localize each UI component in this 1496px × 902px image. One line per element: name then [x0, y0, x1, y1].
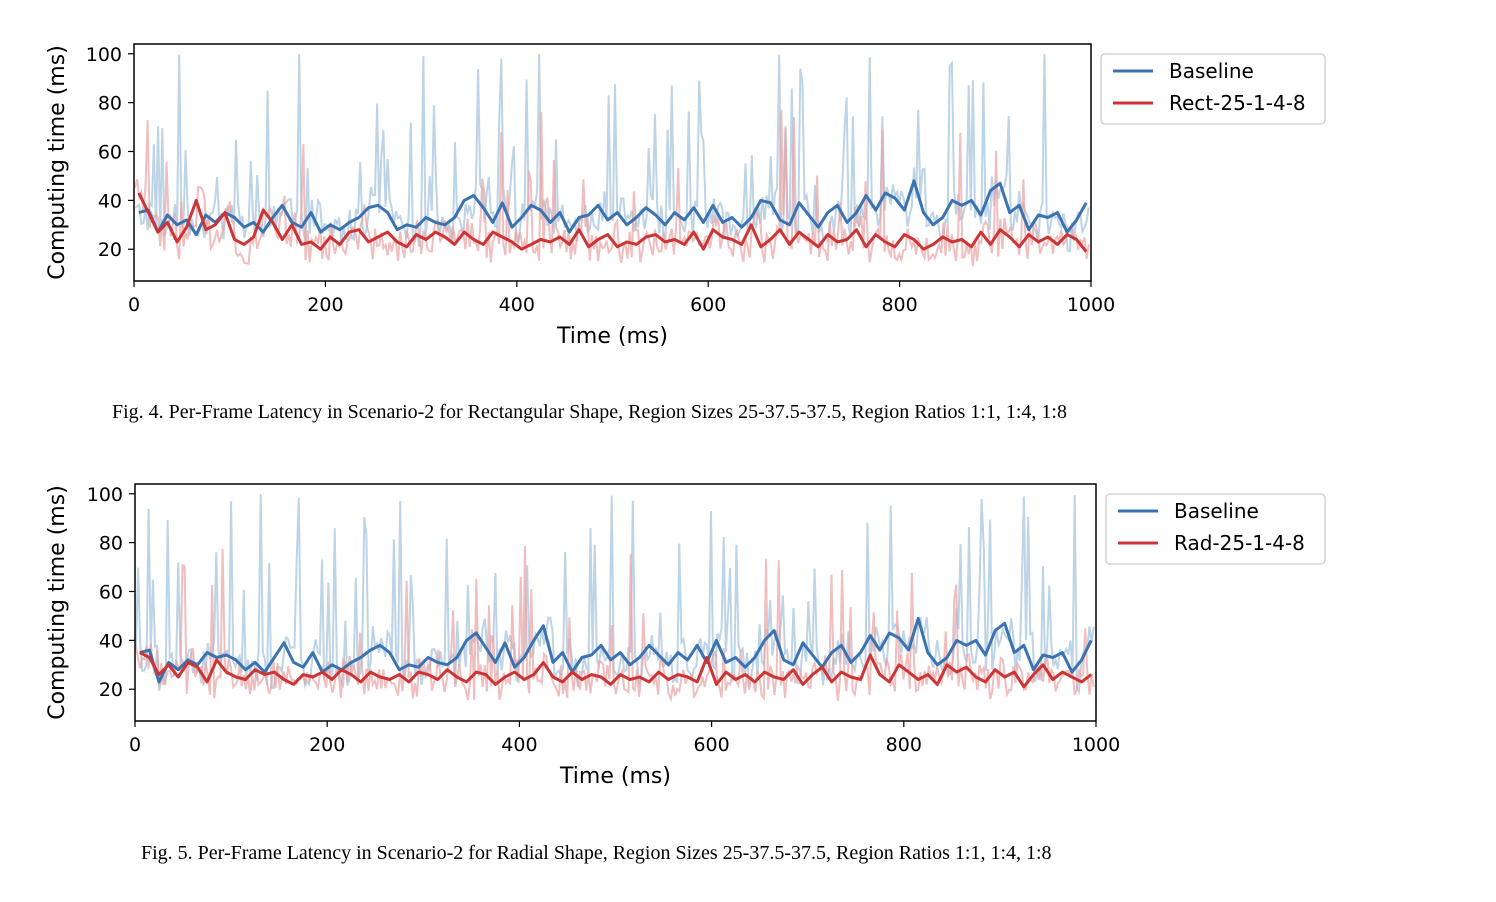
x-tick-label: 0	[129, 734, 141, 756]
chart-figure-4: 0 200 400 600 800 1000 20 40 60 80 100 Time (ms) Com…	[45, 43, 1326, 349]
x-tick-label: 200	[307, 294, 343, 316]
x-tick-label: 200	[309, 734, 345, 756]
y-tick-label: 80	[98, 93, 122, 115]
legend: Baseline Rad-25-1-4-8	[1105, 493, 1326, 565]
series-line-0	[138, 179, 1088, 237]
x-tick-label: 800	[881, 294, 917, 316]
y-tick-label: 100	[87, 484, 123, 506]
raw-trace-variant	[134, 109, 1090, 267]
raw-trace-variant	[135, 546, 1095, 703]
x-axis-label: Time (ms)	[559, 764, 671, 789]
y-tick-label: 80	[99, 533, 123, 555]
legend: Baseline Rect-25-1-4-8	[1100, 53, 1326, 125]
raw-trace-baseline	[135, 494, 1095, 696]
x-tick-label: 0	[128, 294, 140, 316]
plot-frame	[134, 483, 1097, 722]
y-tick-label: 100	[86, 44, 122, 66]
y-tick-label: 60	[99, 582, 123, 604]
x-axis-label: Time (ms)	[556, 324, 668, 349]
x-tick-label: 400	[499, 294, 535, 316]
raw-trace-baseline	[134, 53, 1090, 253]
legend-label-1: Rect-25-1-4-8	[1169, 91, 1306, 115]
x-tick-label: 600	[690, 294, 726, 316]
series-line-1	[139, 651, 1093, 689]
series-line-0	[139, 616, 1093, 684]
plot-area	[134, 53, 1090, 267]
legend-label-1: Rad-25-1-4-8	[1174, 531, 1305, 555]
x-tick-label: 600	[693, 734, 729, 756]
y-tick-label: 20	[98, 239, 122, 261]
series-line-1	[137, 192, 1088, 253]
figure-4-caption: Fig. 4. Per-Frame Latency in Scenario-2 …	[112, 401, 1067, 423]
legend-label-0: Baseline	[1169, 59, 1254, 83]
legend-box	[1105, 493, 1326, 565]
y-axis-label: Computing time (ms)	[45, 485, 70, 720]
x-tick-label: 1000	[1067, 294, 1115, 316]
y-tick-label: 20	[99, 679, 123, 701]
y-tick-label: 40	[99, 630, 123, 652]
legend-box	[1100, 53, 1326, 125]
x-tick-label: 400	[501, 734, 537, 756]
legend-label-0: Baseline	[1174, 499, 1259, 523]
plot-frame	[133, 43, 1092, 282]
figure-5-caption: Fig. 5. Per-Frame Latency in Scenario-2 …	[141, 842, 1052, 864]
y-tick-label: 60	[98, 142, 122, 164]
y-axis-label: Computing time (ms)	[45, 45, 70, 280]
plot-area	[135, 494, 1095, 703]
x-tick-label: 1000	[1072, 734, 1120, 756]
y-tick-label: 40	[98, 190, 122, 212]
x-tick-label: 800	[886, 734, 922, 756]
